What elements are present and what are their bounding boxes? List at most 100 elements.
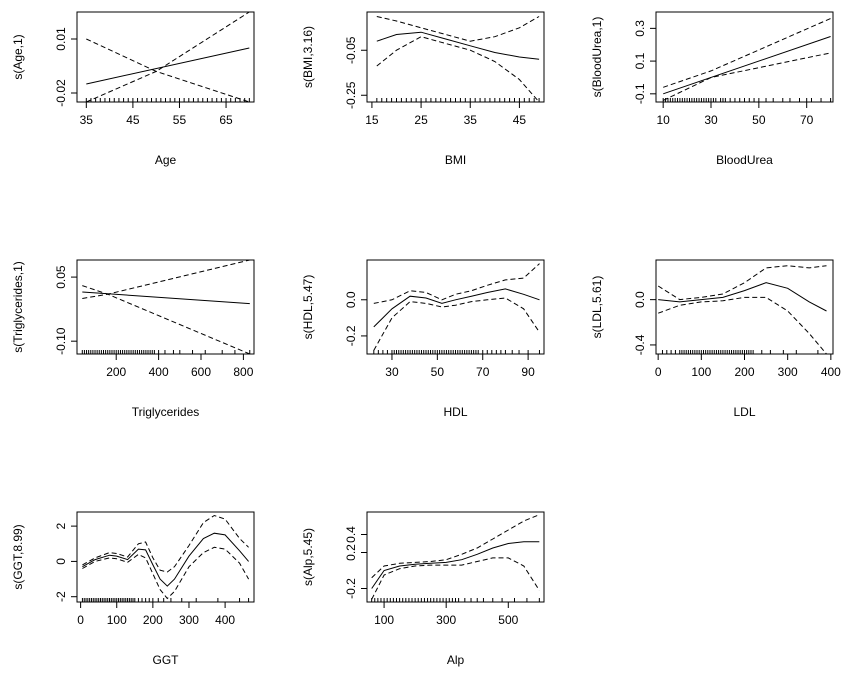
x-axis-title: Alp	[447, 653, 465, 667]
panel-5: 30 50 70 90 -0.2 0.0 HDL s(HDL,5.47)	[301, 259, 545, 419]
plot-area	[662, 18, 832, 102]
x-axis-title: HDL	[443, 405, 467, 419]
smooth-estimate-line	[663, 36, 831, 95]
y-tick-label: -0.10	[54, 327, 68, 355]
y-tick-label: 0.3	[633, 20, 647, 37]
x-tick-label: 300	[436, 613, 456, 627]
plot-frame	[655, 259, 834, 355]
confidence-lower-line	[373, 297, 540, 351]
x-axis-title: Age	[155, 153, 177, 167]
plot-area	[657, 265, 827, 354]
panel-6: 0 100 200 300 400 -0.4 0.0 LDL s(LDL,5.61)	[590, 259, 841, 419]
plot-frame	[655, 11, 834, 103]
panel-4: 200 400 600 800 -0.10 0.05 Triglycerides s(Trig…	[11, 259, 255, 419]
y-tick-label: 0.2	[344, 544, 358, 561]
x-tick-label: 400	[149, 365, 169, 379]
y-axis-title: s(LDL,5.61)	[590, 276, 604, 339]
x-tick-label: 50	[431, 365, 445, 379]
confidence-upper-line	[82, 514, 249, 573]
x-tick-label: 100	[691, 365, 711, 379]
x-tick-label: 100	[374, 613, 394, 627]
smooth-estimate-line	[376, 31, 540, 60]
x-tick-label: 100	[107, 613, 127, 627]
x-tick-label: 10	[656, 113, 670, 127]
y-axis-title: s(GGT,8.99)	[11, 524, 25, 589]
confidence-upper-line	[82, 260, 250, 299]
x-axis-title: LDL	[733, 405, 755, 419]
x-axis-title: GGT	[153, 653, 180, 667]
plot-area	[81, 514, 250, 602]
y-tick-label: 0.4	[344, 526, 358, 543]
confidence-lower-line	[82, 285, 250, 354]
x-tick-label: 55	[173, 113, 187, 127]
smooth-estimate-line	[373, 288, 540, 328]
x-tick-label: 400	[821, 365, 841, 379]
x-tick-label: 70	[476, 365, 490, 379]
y-tick-label: -0.05	[344, 36, 358, 64]
plot-frame	[366, 259, 545, 355]
x-tick-label: 35	[464, 113, 478, 127]
y-axis-title: s(Age,1)	[11, 34, 25, 79]
plot-area	[85, 12, 250, 102]
y-axis-title: s(HDL,5.47)	[301, 275, 315, 340]
smooth-estimate-line	[658, 282, 827, 312]
x-tick-label: 25	[414, 113, 428, 127]
confidence-lower-line	[86, 70, 250, 102]
panel-8: 100 300 500 -0.2 0.20.4 Alp s(Alp,5.45)	[301, 511, 545, 667]
x-tick-label: 200	[143, 613, 163, 627]
x-tick-label: 45	[513, 113, 527, 127]
x-tick-label: 45	[126, 113, 140, 127]
x-tick-label: 15	[365, 113, 379, 127]
x-axis-title: BloodUrea	[716, 153, 773, 167]
x-tick-label: 30	[704, 113, 718, 127]
confidence-upper-line	[86, 12, 250, 72]
y-tick-label: 0.05	[54, 265, 68, 289]
confidence-lower-line	[662, 52, 831, 101]
y-tick-label: -0.4	[633, 334, 647, 355]
x-tick-label: 600	[191, 365, 211, 379]
x-axis-title: Triglycerides	[132, 405, 200, 419]
plot-frame	[76, 259, 255, 355]
y-tick-label: 0.1	[633, 52, 647, 69]
plot-frame	[366, 511, 545, 603]
y-axis-title: s(BMI,3.16)	[301, 26, 315, 88]
smooth-estimate-line	[371, 541, 540, 589]
plot-area	[371, 514, 540, 602]
smooth-estimate-line	[86, 47, 250, 85]
confidence-lower-line	[376, 36, 540, 102]
y-tick-label: -0.25	[344, 81, 358, 109]
y-axis-title: s(Triglycerides,1)	[11, 261, 25, 353]
confidence-lower-line	[658, 296, 827, 354]
x-tick-label: 70	[800, 113, 814, 127]
x-tick-label: 35	[80, 113, 94, 127]
x-tick-label: 90	[521, 365, 535, 379]
x-tick-label: 65	[219, 113, 233, 127]
panel-7: 0 100 200 300 400 -2 0 2 GGT s(GGT,8.99)	[11, 511, 255, 667]
confidence-upper-line	[376, 16, 540, 42]
y-tick-label: -0.1	[633, 83, 647, 104]
x-tick-label: 30	[385, 365, 399, 379]
y-tick-label: -0.02	[54, 79, 68, 107]
y-tick-label: 0.01	[54, 27, 68, 51]
y-tick-label: -0.2	[344, 578, 358, 599]
y-tick-label: -2	[54, 591, 68, 602]
x-tick-label: 800	[233, 365, 253, 379]
x-tick-label: 0	[77, 613, 84, 627]
plot-area	[376, 16, 540, 102]
panel-2: 15 25 35 45 -0.25 -0.05 BMI s(BMI,3.16)	[301, 11, 545, 167]
x-tick-label: 300	[179, 613, 199, 627]
x-tick-label: 500	[498, 613, 518, 627]
y-tick-label: 2	[54, 522, 68, 529]
confidence-upper-line	[373, 263, 540, 304]
x-tick-label: 300	[778, 365, 798, 379]
panel-3: 10 30 50 70 -0.1 0.1 0.3 BloodUrea s(BloodUrea,1…	[590, 11, 834, 167]
confidence-upper-line	[371, 514, 540, 579]
plot-area	[81, 260, 251, 354]
y-tick-label: 0.0	[633, 291, 647, 308]
y-tick-label: -0.2	[344, 325, 358, 346]
panel-1: 35 45 55 65 -0.02 0.01 Age s(Age,1)	[11, 11, 255, 167]
y-axis-title: s(BloodUrea,1)	[590, 17, 604, 98]
x-tick-label: 50	[752, 113, 766, 127]
x-tick-label: 0	[655, 365, 662, 379]
